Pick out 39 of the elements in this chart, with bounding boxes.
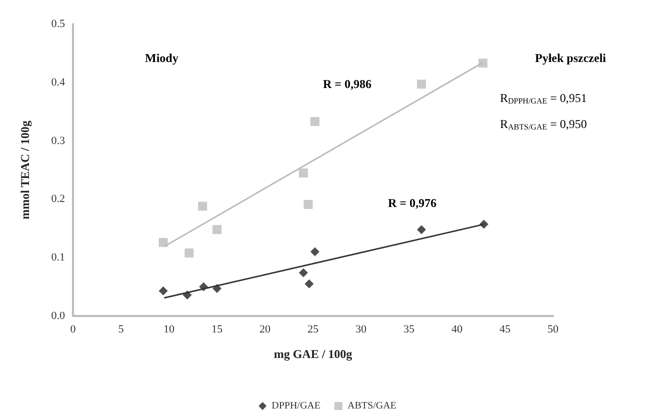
y-axis-title: mmol TEAC / 100g xyxy=(18,120,32,220)
point xyxy=(304,279,314,288)
point xyxy=(184,248,194,258)
point xyxy=(198,202,208,211)
y-tick-label: 0.5 xyxy=(51,18,66,30)
point xyxy=(158,286,168,296)
x-axis-title: mg GAE / 100g xyxy=(274,347,352,361)
y-tick-label: 0.1 xyxy=(51,252,65,264)
point xyxy=(298,168,308,178)
point xyxy=(478,58,488,68)
x-tick-label: 10 xyxy=(164,324,175,336)
x-tick-label: 20 xyxy=(260,324,271,336)
x-tick-label: 0 xyxy=(70,324,76,336)
y-tick-label: 0.2 xyxy=(51,193,65,206)
x-tick-label: 40 xyxy=(452,324,463,336)
point xyxy=(158,238,168,247)
point xyxy=(212,225,222,234)
annotation: Pyłek pszczeli xyxy=(535,51,607,65)
point xyxy=(416,80,426,89)
y-tick-label: 0.0 xyxy=(51,310,66,322)
point xyxy=(298,268,308,278)
point xyxy=(310,247,320,256)
legend-label: ABTS/GAE xyxy=(348,400,396,412)
x-tick-label: 35 xyxy=(404,324,415,336)
legend-label: DPPH/GAE xyxy=(272,400,321,412)
point xyxy=(310,117,320,126)
annotation: R = 0,986 xyxy=(323,77,372,91)
x-tick-label: 45 xyxy=(500,324,511,336)
x-tick-label: 30 xyxy=(356,324,367,336)
point xyxy=(304,200,313,209)
annotation: R = 0,976 xyxy=(388,196,437,210)
x-tick-label: 50 xyxy=(548,324,559,336)
y-tick-label: 0.3 xyxy=(51,134,66,147)
y-tick-label: 0.4 xyxy=(51,76,66,88)
point xyxy=(416,225,426,234)
x-tick-label: 25 xyxy=(308,324,319,336)
annotation: Miody xyxy=(145,51,178,65)
x-tick-label: 5 xyxy=(118,324,124,336)
x-tick-label: 15 xyxy=(212,324,223,336)
